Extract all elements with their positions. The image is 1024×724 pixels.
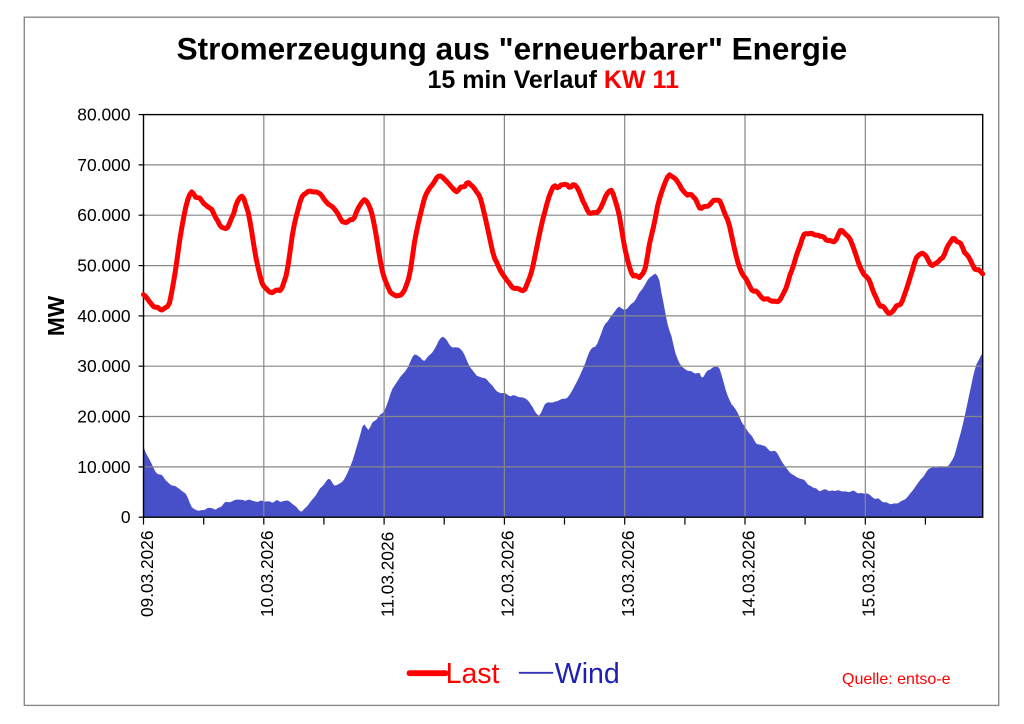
svg-text:80.000: 80.000 [77, 105, 130, 125]
svg-text:14.03.2026: 14.03.2026 [738, 531, 758, 618]
svg-text:Quelle: entso-e: Quelle: entso-e [842, 671, 951, 688]
svg-text:70.000: 70.000 [77, 155, 130, 175]
svg-text:Wind: Wind [555, 658, 620, 690]
svg-text:Stromerzeugung aus "erneuerbar: Stromerzeugung aus "erneuerbarer" Energi… [177, 31, 848, 67]
svg-text:60.000: 60.000 [77, 205, 130, 225]
svg-text:15 min Verlauf KW 11: 15 min Verlauf KW 11 [427, 66, 679, 94]
svg-text:50.000: 50.000 [77, 256, 130, 276]
svg-text:10.000: 10.000 [77, 457, 130, 477]
svg-text:15.03.2026: 15.03.2026 [859, 531, 879, 618]
svg-text:30.000: 30.000 [77, 356, 130, 376]
svg-text:10.03.2026: 10.03.2026 [257, 531, 277, 618]
svg-text:20.000: 20.000 [77, 407, 130, 427]
svg-text:0: 0 [121, 507, 131, 527]
svg-text:Last: Last [446, 658, 500, 690]
svg-text:11.03.2026: 11.03.2026 [377, 532, 397, 617]
svg-text:13.03.2026: 13.03.2026 [618, 531, 638, 618]
svg-text:40.000: 40.000 [77, 306, 130, 326]
svg-text:12.03.2026: 12.03.2026 [498, 531, 518, 618]
svg-text:MW: MW [43, 295, 69, 336]
svg-text:09.03.2026: 09.03.2026 [137, 531, 157, 618]
